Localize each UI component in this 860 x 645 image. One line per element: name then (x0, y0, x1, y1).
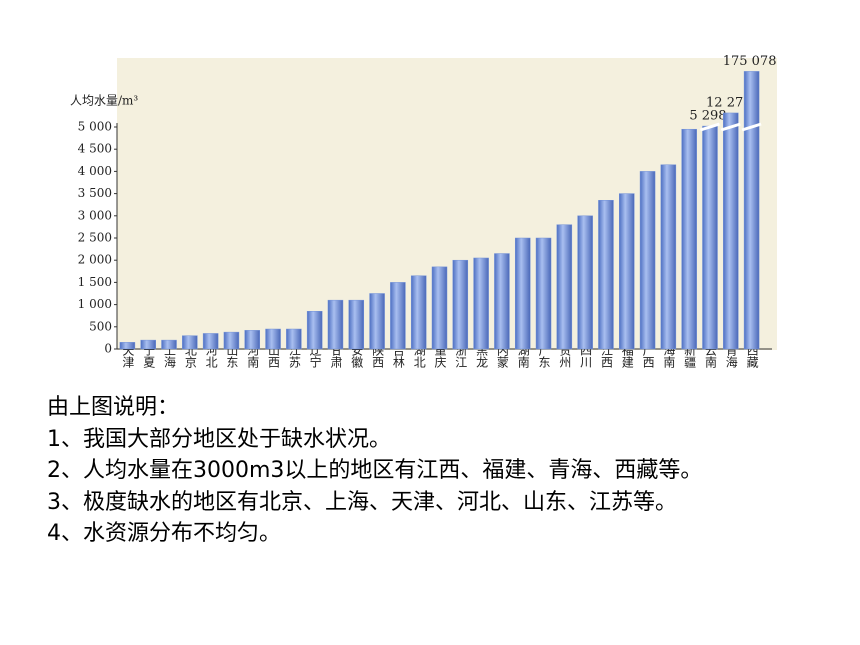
x-tick-label: 天津 (121, 344, 135, 368)
y-tick-label: 2 000 (78, 253, 112, 267)
axis-break (741, 122, 762, 132)
bar (119, 342, 136, 350)
bar (723, 112, 739, 350)
bar (598, 200, 614, 350)
bar (660, 164, 677, 350)
x-tick-label: 吉林 (391, 344, 405, 368)
x-tick-label: 辽宁 (308, 344, 322, 368)
notes-heading: 由上图说明： (47, 395, 180, 420)
bar (619, 193, 635, 350)
y-tick-label: 4 500 (78, 142, 112, 156)
bar (702, 125, 718, 350)
x-tick-label: 江西 (599, 344, 613, 368)
bar (535, 237, 552, 350)
axis-break (720, 122, 741, 132)
y-tick-label: 1 500 (78, 275, 112, 289)
x-tick-label: 广西 (641, 344, 655, 368)
x-tick-label: 贵州 (558, 344, 572, 368)
x-tick-label: 青海 (724, 344, 738, 368)
note-item: 3、极度缺水的地区有北京、上海、天津、河北、山东、江苏等。 (47, 489, 677, 515)
bar (140, 339, 156, 350)
y-tick-label: 4 000 (78, 164, 112, 178)
bar (327, 299, 344, 350)
bar (202, 333, 219, 350)
bar (244, 330, 260, 350)
x-tick-label: 山西 (267, 344, 281, 368)
bar (390, 282, 406, 350)
bar (410, 275, 427, 350)
bar (369, 293, 385, 350)
x-tick-label: 云南 (703, 344, 717, 368)
y-tick-label: 1 000 (78, 297, 112, 311)
y-tick-label: 5 000 (78, 120, 112, 134)
note-item: 2、人均水量在3000m3以上的地区有江西、福建、青海、西藏等。 (47, 458, 703, 483)
notes: 由上图说明： 1、我国大部分地区处于缺水状况。 2、人均水量在3000m3以上的地… (47, 392, 817, 550)
x-tick-label: 河北 (204, 344, 218, 369)
x-tick-label: 江苏 (287, 344, 301, 368)
axis-break (700, 122, 720, 132)
x-tick-label: 河南 (246, 344, 260, 368)
value-label: 12 278 (706, 95, 752, 110)
bar (639, 171, 656, 350)
x-tick-label: 上海 (163, 344, 177, 368)
bar (743, 71, 760, 350)
bar (681, 128, 697, 350)
bar (265, 328, 281, 350)
x-tick-label: 黑龙 (475, 344, 489, 368)
x-tick-label: 四川 (579, 344, 593, 368)
bar (452, 259, 469, 350)
bar (514, 237, 531, 350)
x-tick-label: 浙江 (454, 344, 468, 368)
value-label: 175 078 (723, 54, 777, 69)
note-item: 1、我国大部分地区处于缺水状况。 (47, 426, 391, 452)
y-tick-label: 0 (104, 342, 112, 356)
y-tick-label: 500 (89, 319, 112, 333)
bar (182, 335, 198, 350)
bar (348, 299, 365, 350)
bar (161, 339, 177, 350)
bar (473, 257, 489, 350)
x-tick-label: 北京 (183, 344, 197, 369)
bar (431, 266, 448, 350)
x-tick-label: 西藏 (745, 344, 759, 369)
y-tick-label: 3 000 (78, 208, 112, 222)
bar (556, 224, 573, 350)
x-tick-label: 内蒙 (495, 344, 509, 368)
bar (306, 311, 323, 350)
bar (223, 331, 240, 350)
note-item: 4、水资源分布不均匀。 (47, 521, 281, 546)
chart: 人均水量/m³ 0 500 1 000 1 500 2 000 2 500 3 000 3 5… (70, 54, 777, 369)
x-tick-label: 重庆 (433, 344, 447, 368)
y-tick-label: 3 500 (78, 186, 112, 200)
x-tick-label: 甘肃 (329, 344, 343, 369)
bar (494, 253, 510, 350)
bar (577, 215, 593, 350)
bar (286, 328, 302, 350)
x-tick-label: 山东 (225, 344, 239, 368)
y-tick-label: 2 500 (78, 231, 112, 245)
x-tick-label: 广东 (537, 344, 551, 368)
value-label: 5 298 (689, 109, 726, 124)
y-axis-label: 人均水量/m³ (70, 94, 138, 108)
